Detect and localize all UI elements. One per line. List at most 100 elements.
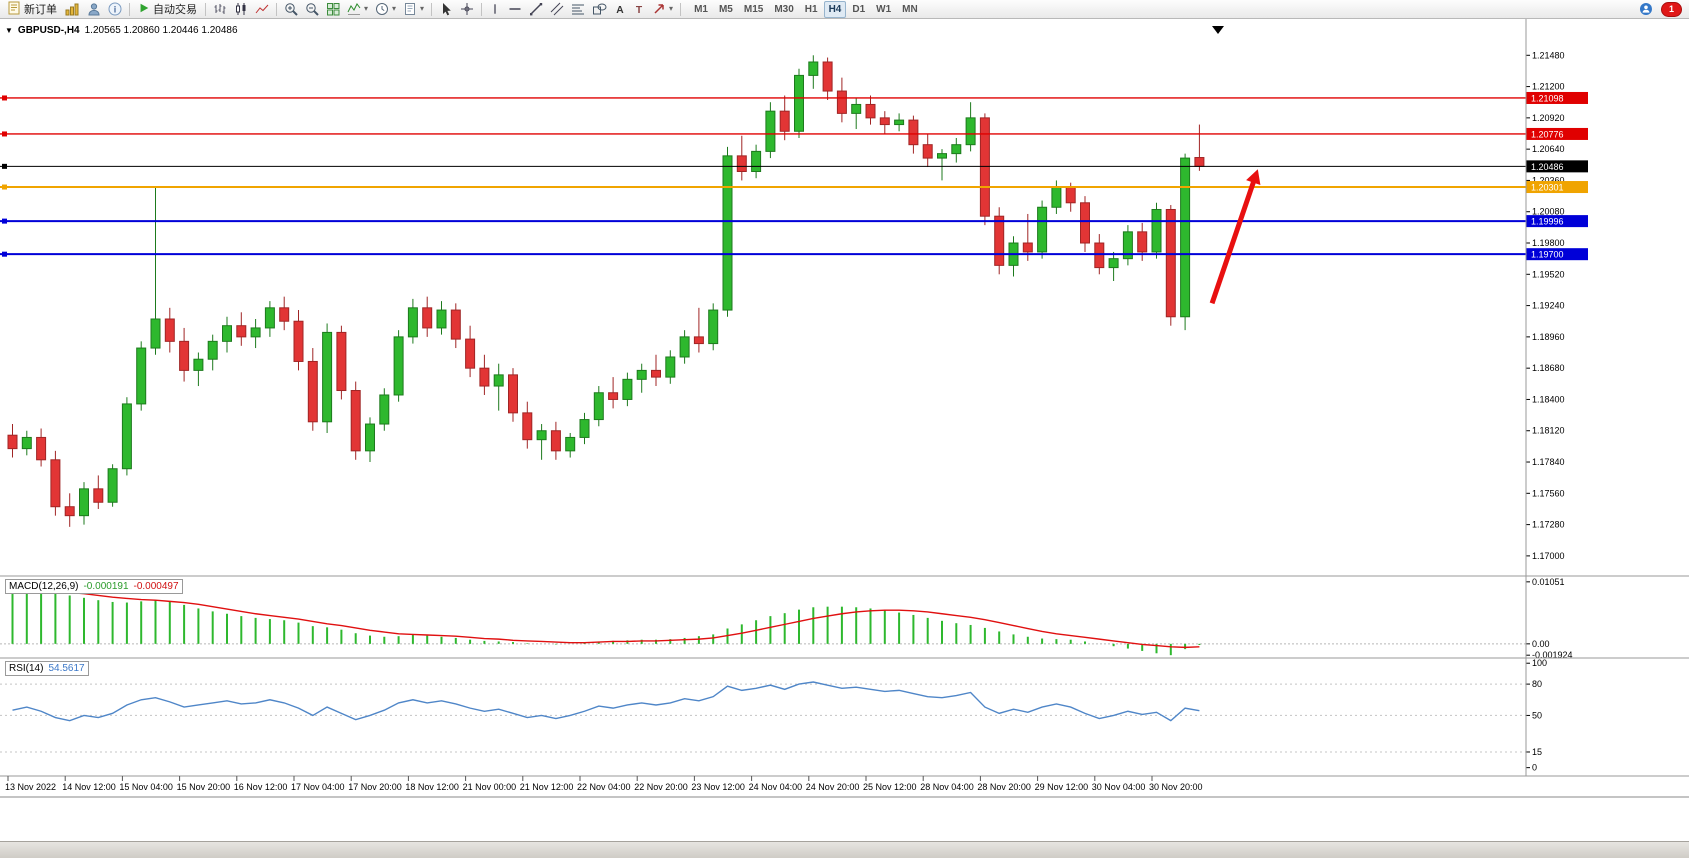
shapes-tool-button[interactable] — [589, 0, 610, 19]
time-axis-label: 28 Nov 04:00 — [920, 782, 974, 792]
trendline-icon — [530, 3, 543, 16]
line-anchor-handle[interactable] — [2, 218, 7, 224]
zoom-in-icon — [285, 3, 298, 16]
candle-body — [36, 436, 47, 461]
rsi-axis-label: 0 — [1532, 763, 1537, 773]
toolbar-separator — [129, 2, 130, 16]
line-anchor-handle[interactable] — [2, 163, 7, 169]
time-axis-label: 15 Nov 20:00 — [177, 782, 231, 792]
chart-shift-marker[interactable] — [1212, 26, 1224, 34]
candle-body — [779, 110, 790, 132]
price-line-label-box — [1526, 248, 1588, 261]
timeframe-button-w1[interactable]: W1 — [876, 3, 892, 15]
time-axis-label: 24 Nov 04:00 — [749, 782, 803, 792]
candle-body — [350, 390, 361, 452]
template-icon — [405, 3, 416, 15]
crosshair-tool-button[interactable] — [457, 0, 477, 19]
candle-body — [365, 423, 375, 452]
text-tool-button[interactable]: A — [611, 0, 629, 19]
candle-body — [608, 392, 619, 400]
rsi-axis-label: 50 — [1532, 710, 1542, 720]
new-order-button[interactable]: 新订单 — [3, 1, 61, 18]
label-tool-button[interactable]: T — [630, 0, 648, 19]
timeframe-button-m15[interactable]: M15 — [743, 3, 764, 15]
profile-button[interactable] — [84, 0, 104, 19]
candle-body — [1165, 208, 1176, 318]
vertical-line-tool-button[interactable] — [486, 0, 504, 19]
candle-body — [479, 367, 490, 387]
line-anchor-handle[interactable] — [2, 95, 7, 101]
info-button[interactable]: i — [105, 0, 125, 19]
macd-indicator-label[interactable]: MACD(12,26,9) -0.000191 -0.000497 — [5, 579, 183, 594]
time-axis-label: 22 Nov 20:00 — [634, 782, 688, 792]
price-line-label-box — [1526, 160, 1588, 173]
periods-button[interactable]: ▾ — [372, 0, 399, 19]
vertical-line-icon — [494, 4, 496, 14]
timeframe-button-m30[interactable]: M30 — [774, 3, 794, 15]
candle-body — [836, 90, 847, 114]
timeframe-button-m5[interactable]: M5 — [718, 3, 733, 15]
macd-signal-value: -0.000497 — [133, 581, 179, 592]
candle-body — [79, 488, 89, 517]
templates-button[interactable]: ▾ — [400, 0, 427, 19]
candle-body — [7, 434, 18, 450]
timeframe-button-d1[interactable]: D1 — [852, 3, 866, 15]
tile-windows-button[interactable] — [323, 0, 343, 19]
chart-window[interactable]: 1.21480 1.21200 1.20920 1.20640 1.20360 1.200… — [0, 19, 1689, 798]
timeframe-button-mn[interactable]: MN — [902, 3, 918, 15]
zoom-out-button[interactable] — [302, 0, 322, 19]
time-axis-label: 29 Nov 12:00 — [1035, 782, 1089, 792]
line-chart-mode-button[interactable] — [252, 0, 272, 19]
macd-axis-label: 0.01051 — [1532, 577, 1565, 587]
notifications-badge[interactable]: 1 — [1661, 1, 1682, 17]
candle-body — [822, 61, 833, 92]
channel-tool-button[interactable] — [547, 0, 567, 19]
time-axis-label: 30 Nov 20:00 — [1149, 782, 1203, 792]
chart-background[interactable] — [0, 19, 1689, 798]
candle-body — [879, 117, 890, 126]
candle-body — [937, 153, 947, 159]
line-anchor-handle[interactable] — [2, 131, 7, 137]
auto-trading-button[interactable]: 自动交易 — [134, 1, 201, 18]
rsi-name: RSI(14) — [9, 663, 44, 674]
price-axis-label: 1.20360 — [1532, 175, 1565, 185]
bar-chart-mode-button[interactable] — [210, 0, 230, 19]
label-icon: T — [636, 5, 643, 16]
candle-body — [979, 117, 990, 217]
candle-body — [1051, 186, 1062, 208]
line-anchor-handle[interactable] — [2, 184, 7, 190]
candle-body — [407, 307, 418, 338]
candle-body — [193, 358, 204, 371]
candle-body — [93, 488, 104, 503]
trend-arrow[interactable] — [1209, 179, 1257, 305]
auto-trading-label: 自动交易 — [153, 4, 197, 16]
candle-body — [164, 318, 175, 342]
arrows-tool-button[interactable]: ▾ — [649, 0, 676, 19]
charts-menu-button[interactable] — [62, 0, 83, 19]
candle-body — [808, 61, 819, 76]
timeframe-button-h4[interactable]: H4 — [823, 0, 847, 18]
rsi-indicator-label[interactable]: RSI(14) 54.5617 — [5, 661, 89, 676]
price-axis-label: 1.20640 — [1532, 144, 1565, 154]
trend-arrow-head[interactable] — [1246, 169, 1261, 186]
indicators-button[interactable]: ▾ — [344, 0, 371, 19]
timeframe-button-h1[interactable]: H1 — [804, 3, 818, 15]
one-click-trading-toggle-icon[interactable]: ▼ — [5, 26, 13, 35]
candle-body — [236, 325, 247, 338]
candle-body — [422, 307, 433, 329]
zoom-in-button[interactable] — [281, 0, 301, 19]
price-axis-label: 1.19520 — [1532, 269, 1565, 279]
horizontal-line-tool-button[interactable] — [505, 0, 525, 19]
trendline-tool-button[interactable] — [526, 0, 546, 19]
time-axis-label: 15 Nov 04:00 — [119, 782, 173, 792]
arrow-tool-icon — [654, 4, 664, 14]
cursor-tool-button[interactable] — [436, 0, 456, 19]
timeframe-button-m1[interactable]: M1 — [694, 3, 708, 15]
fibonacci-tool-button[interactable] — [568, 0, 588, 19]
candle-body — [121, 403, 132, 470]
candlestick-mode-button[interactable] — [231, 0, 251, 19]
chart-canvas[interactable]: 1.21480 1.21200 1.20920 1.20640 1.20360 1.200… — [0, 19, 1689, 798]
candle-body — [1080, 202, 1090, 244]
community-button[interactable] — [1636, 0, 1656, 19]
line-anchor-handle[interactable] — [2, 251, 7, 257]
